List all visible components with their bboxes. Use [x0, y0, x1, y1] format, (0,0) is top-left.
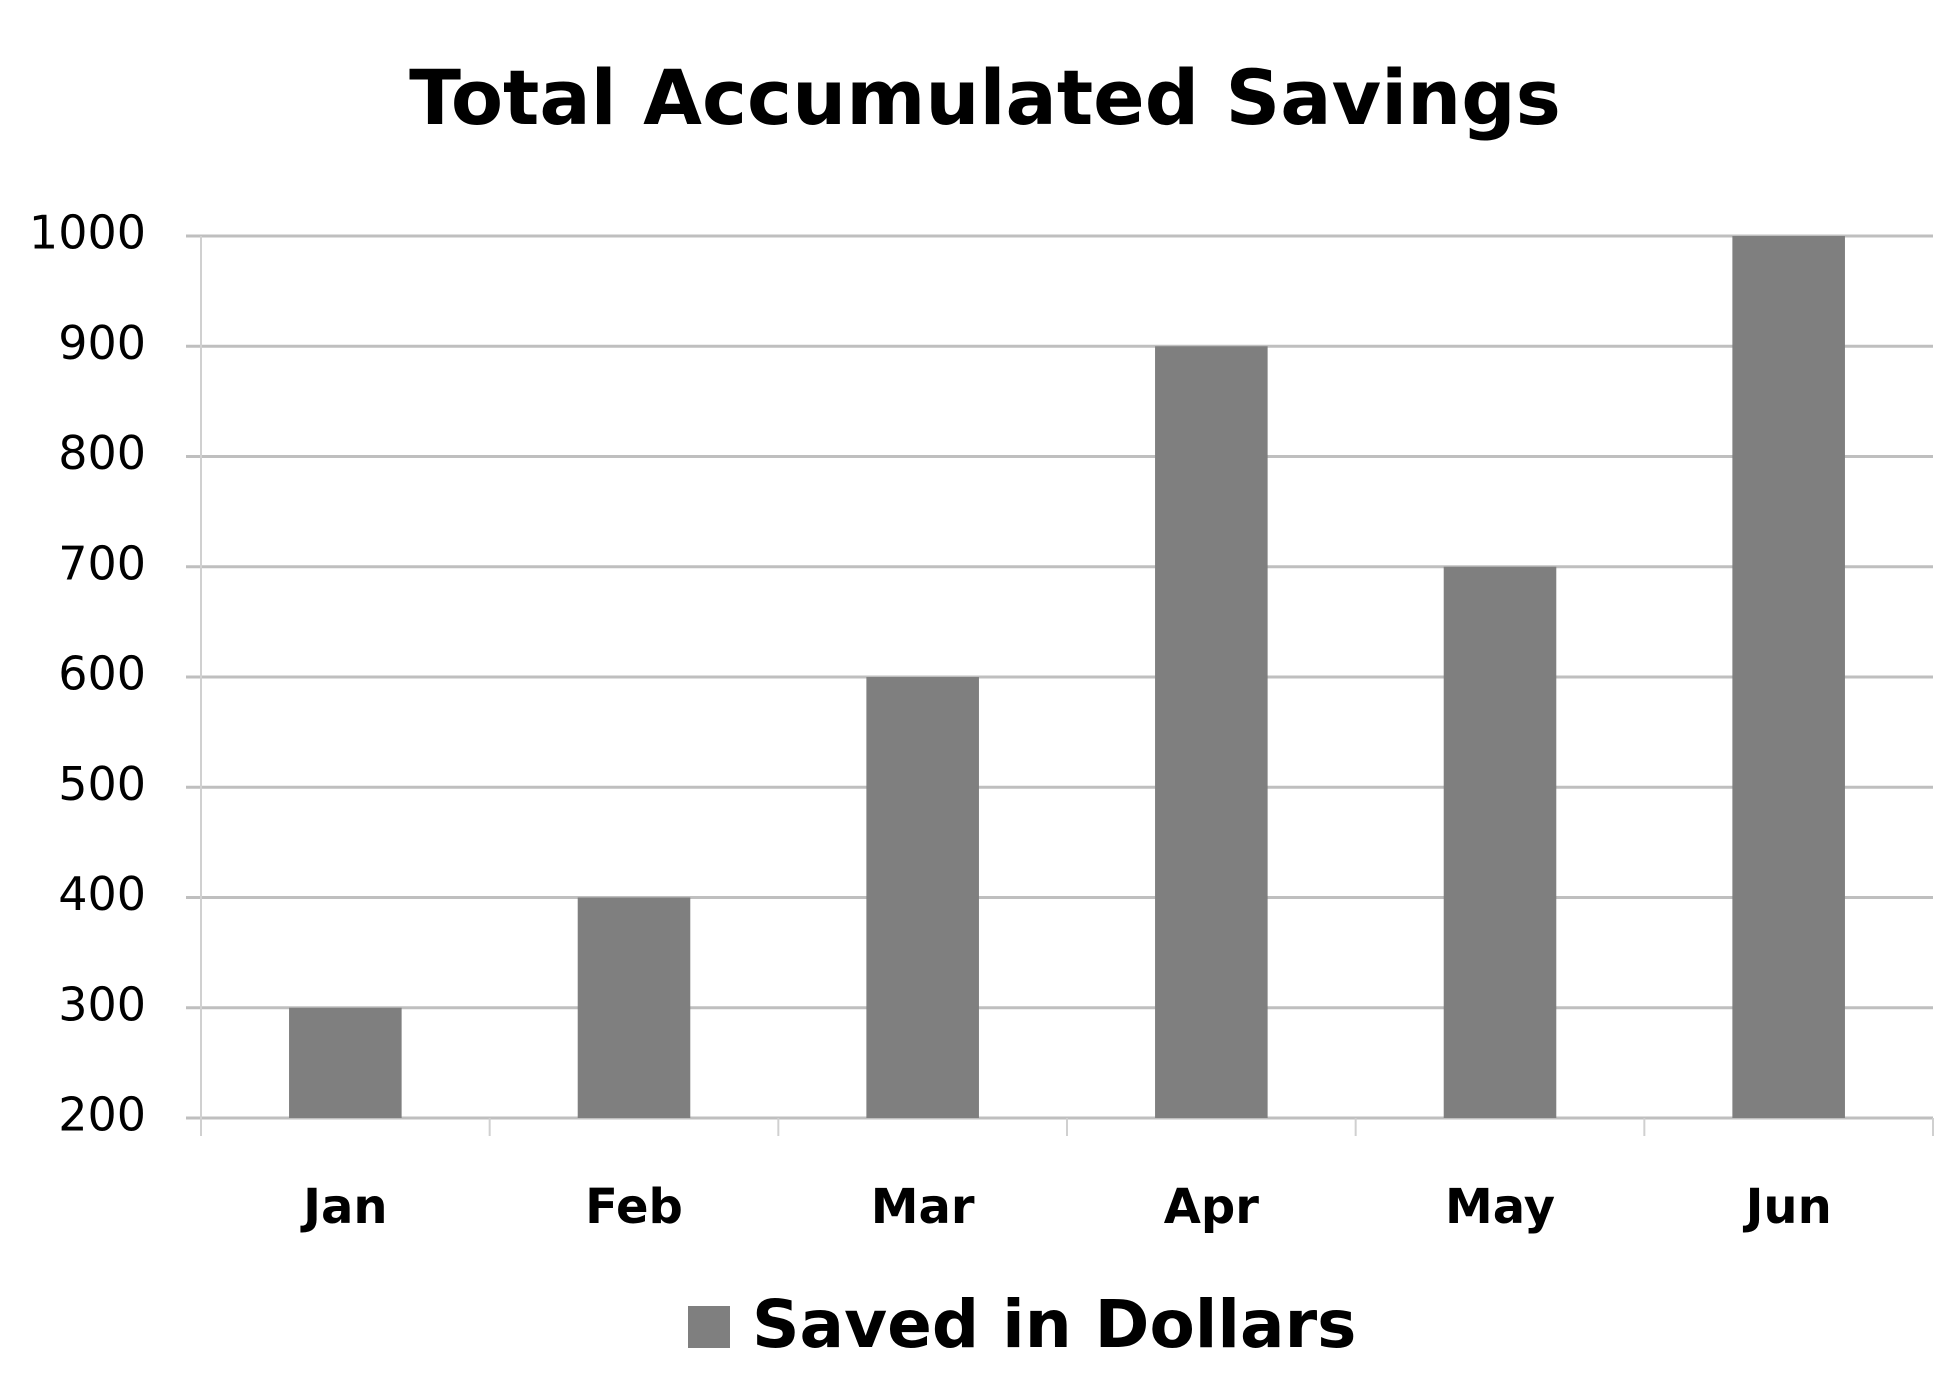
- y-tick-label: 200: [58, 1088, 146, 1142]
- bar: [577, 897, 691, 1118]
- x-tick-label: Mar: [871, 1179, 975, 1235]
- y-tick-label: 500: [58, 757, 146, 811]
- legend-swatch: [688, 1306, 730, 1348]
- y-tick-label: 600: [58, 647, 146, 701]
- chart-title: Total Accumulated Savings: [409, 53, 1561, 142]
- y-tick-label: 800: [58, 426, 146, 480]
- x-tick-label: Jun: [1743, 1179, 1832, 1235]
- y-tick-label: 700: [58, 536, 146, 590]
- x-tick-label: Feb: [585, 1179, 683, 1235]
- legend-label: Saved in Dollars: [752, 1286, 1356, 1363]
- y-tick-label: 1000: [29, 206, 146, 260]
- x-tick-label: Apr: [1164, 1179, 1260, 1235]
- bar: [1443, 566, 1557, 1118]
- y-tick-label: 300: [58, 977, 146, 1031]
- bar: [1155, 346, 1268, 1118]
- y-tick-label: 400: [58, 867, 146, 921]
- bar: [1732, 236, 1845, 1118]
- y-tick-label: 900: [58, 316, 146, 370]
- x-tick-label: May: [1445, 1179, 1555, 1235]
- x-tick-label: Jan: [300, 1179, 387, 1235]
- bar: [289, 1007, 402, 1118]
- bar: [866, 677, 979, 1118]
